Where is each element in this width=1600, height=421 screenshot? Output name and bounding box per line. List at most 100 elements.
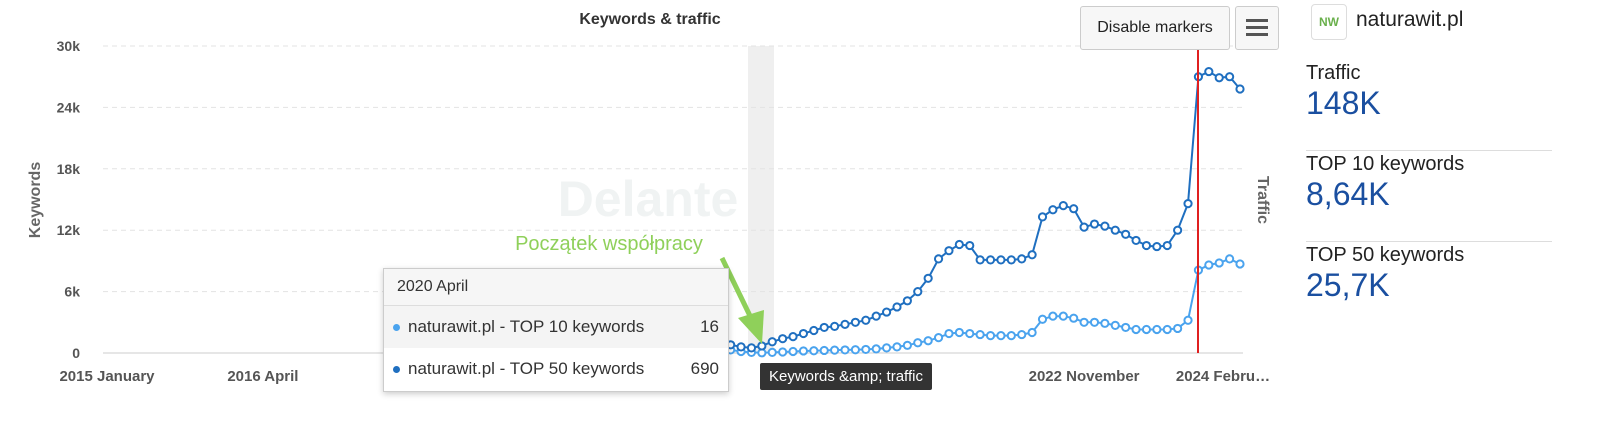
data-point (892, 302, 902, 312)
data-point (996, 255, 1006, 265)
data-point (933, 254, 944, 264)
data-point (1037, 314, 1048, 324)
data-point (944, 246, 954, 256)
legend-dot (393, 365, 400, 373)
data-point (1089, 317, 1100, 327)
data-point (1110, 320, 1120, 330)
data-point (1048, 205, 1058, 215)
hover-band (748, 46, 774, 353)
stat-label: TOP 50 keywords (1306, 244, 1465, 266)
y-tick-label: 18k (57, 161, 81, 177)
data-point (778, 334, 788, 344)
data-point (840, 319, 850, 329)
stats: Traffic 148K TOP 10 keywords 8,64K TOP 50 ke… (1306, 62, 1552, 334)
data-point (1141, 324, 1152, 335)
data-point (1152, 324, 1162, 335)
data-point (798, 346, 809, 356)
data-point (1058, 201, 1068, 211)
data-point (996, 331, 1006, 341)
legend-entry: naturawit.pl - TOP 10 keywords (408, 317, 645, 336)
data-point (1006, 331, 1016, 341)
stat: Traffic 148K (1306, 62, 1552, 151)
data-point (975, 329, 985, 340)
tooltip-rows: naturawit.pl - TOP 10 keywords 16 naturawi… (384, 306, 728, 390)
data-point (954, 327, 964, 338)
watermark: Delante (558, 171, 739, 227)
tooltip: 2020 April naturawit.pl - TOP 10 keyword… (383, 268, 729, 392)
stat-label: Traffic (1306, 62, 1361, 84)
data-point (913, 287, 923, 297)
data-point (1235, 259, 1245, 269)
disable-markers-button[interactable]: Disable markers (1080, 6, 1230, 50)
data-point (944, 328, 954, 339)
chart: Keywords & traffic Keywords Traffic Dela… (27, 11, 1271, 385)
data-point (923, 336, 933, 346)
y-tick-label: 6k (64, 284, 80, 300)
data-label: 690 (690, 359, 719, 378)
x-tick-label: 2022 November (1029, 368, 1140, 385)
stat-label: TOP 10 keywords (1306, 153, 1465, 175)
data-point (881, 343, 892, 353)
data-point (1027, 250, 1037, 260)
data-point (1089, 219, 1100, 229)
data-point (767, 347, 777, 357)
y2-axis-label: Traffic (1254, 176, 1271, 224)
data-point (1225, 254, 1235, 264)
x-tick-label: 2024 Febru… (1176, 368, 1270, 385)
data-point (1152, 241, 1162, 252)
data-point (1069, 313, 1079, 323)
menu-button[interactable] (1235, 6, 1279, 50)
data-point (933, 333, 944, 343)
data-point (1214, 258, 1224, 268)
data-point (985, 255, 996, 265)
data-point (902, 296, 912, 306)
data-point (1173, 225, 1183, 235)
data-point (871, 311, 881, 321)
data-point (871, 344, 881, 354)
data-point (923, 273, 933, 283)
data-point (736, 342, 746, 352)
tooltip-row: naturawit.pl - TOP 10 keywords 16 (384, 306, 728, 348)
stat: TOP 50 keywords 25,7K (1306, 244, 1552, 332)
data-point (819, 345, 829, 356)
data-point (861, 315, 871, 325)
data-point (1173, 323, 1183, 334)
tooltip-row: naturawit.pl - TOP 50 keywords 690 (384, 348, 728, 390)
data-point (1069, 204, 1079, 214)
data-point (965, 240, 975, 251)
stat: TOP 10 keywords 8,64K (1306, 153, 1552, 242)
data-point (1162, 324, 1172, 335)
data-point (788, 332, 798, 342)
y-tick-label: 0 (72, 345, 80, 361)
tooltip-title: 2020 April (384, 269, 728, 306)
stat-value: 8,64K (1306, 176, 1390, 212)
data-point (1131, 235, 1141, 246)
legend-dot (393, 323, 400, 331)
data-point (861, 344, 871, 355)
data-point (1121, 322, 1131, 333)
data-point (1235, 84, 1245, 94)
annotation-arrowhead (738, 310, 764, 344)
data-point (913, 338, 923, 348)
data-point (1225, 72, 1235, 82)
data-point (1048, 311, 1058, 321)
data-point (1121, 229, 1131, 239)
site-domain: naturawit.pl (1356, 8, 1464, 31)
data-point (1183, 315, 1193, 325)
data-point (1037, 212, 1048, 222)
data-point (1162, 240, 1172, 251)
data-point (902, 340, 912, 350)
data-point (767, 337, 777, 347)
series-line (730, 257, 1241, 354)
y-tick-label: 30k (57, 38, 81, 54)
stat-value: 25,7K (1306, 267, 1390, 303)
stat-value: 148K (1306, 85, 1381, 121)
data-point (850, 317, 861, 327)
data-point (850, 345, 861, 355)
x-tick-label: 2016 April (227, 368, 298, 385)
chart-title: Keywords & traffic (579, 11, 720, 28)
data-point (798, 328, 809, 339)
y-tick-label: 24k (57, 99, 81, 115)
series-line (730, 70, 1241, 349)
